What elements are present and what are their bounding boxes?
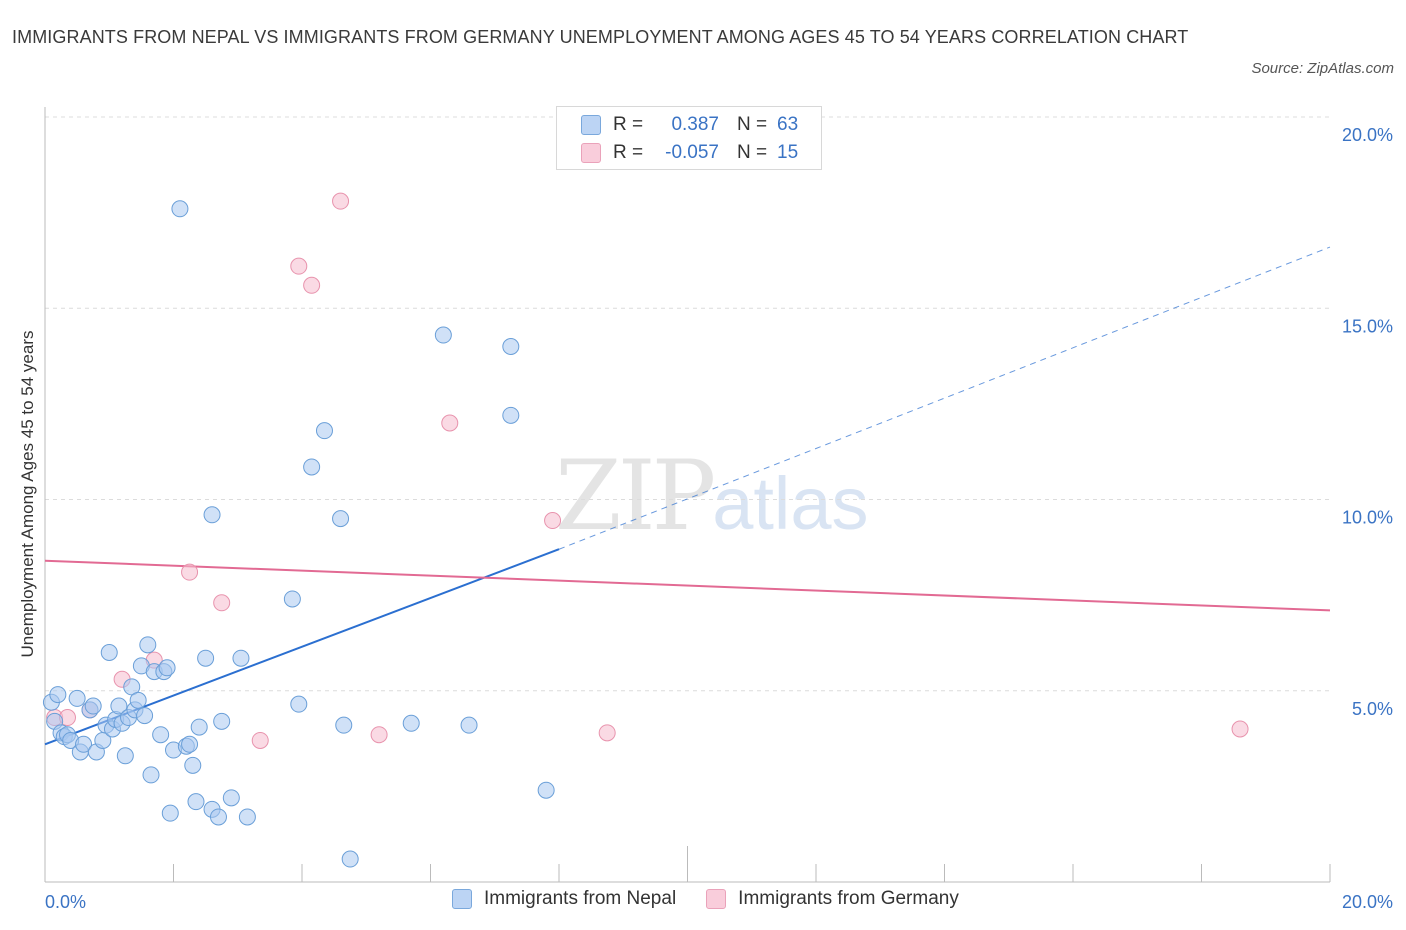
chart-title: IMMIGRANTS FROM NEPAL VS IMMIGRANTS FROM… — [12, 27, 1189, 47]
germany-point — [370, 726, 388, 744]
nepal-point — [190, 718, 208, 736]
germany-point — [213, 594, 231, 612]
germany-point — [251, 731, 269, 749]
nepal-point — [341, 850, 359, 868]
nepal-point — [537, 781, 555, 799]
legend-item-germany: Immigrants from Germany — [706, 888, 959, 910]
n-value: 15 — [777, 142, 799, 163]
nepal-point — [184, 756, 202, 774]
nepal-swatch — [452, 889, 472, 909]
nepal-point — [303, 458, 321, 476]
nepal-point — [502, 406, 520, 424]
germany-swatch — [581, 143, 601, 163]
nepal-point — [100, 644, 118, 661]
nepal-point — [315, 422, 333, 440]
nepal-point — [332, 510, 350, 528]
x-tick-label: 0.0% — [45, 892, 86, 912]
n-label: N = — [737, 114, 768, 135]
nepal-point — [222, 789, 240, 807]
nepal-point — [142, 766, 160, 784]
legend-label-germany: Immigrants from Germany — [738, 888, 959, 909]
nepal-point — [203, 506, 221, 524]
nepal-point — [171, 200, 189, 218]
nepal-point — [49, 686, 67, 704]
nepal-point — [136, 707, 154, 725]
n-label: N = — [737, 142, 768, 163]
legend-item-nepal: Immigrants from Nepal — [452, 888, 676, 910]
nepal-point — [158, 659, 176, 677]
nepal-point — [139, 636, 157, 654]
r-label: R = — [613, 142, 644, 163]
nepal-point — [197, 649, 215, 667]
nepal-point — [152, 726, 170, 744]
nepal-point — [213, 712, 231, 730]
nepal-point — [116, 747, 134, 765]
nepal-point — [161, 804, 179, 822]
nepal-point — [290, 695, 308, 713]
y-tick-label: 15.0% — [1342, 316, 1393, 336]
tick-labels: 5.0% 10.0% 15.0% 20.0% 0.0% 20.0% — [45, 125, 1393, 912]
germany-point — [441, 414, 459, 432]
germany-point — [598, 724, 616, 742]
correlation-legend: R = 0.387 N = 63 R = -0.057 N = 15 — [556, 106, 822, 170]
trend-lines — [44, 246, 1331, 746]
nepal-point — [68, 689, 86, 707]
y-tick-label: 20.0% — [1342, 125, 1393, 145]
legend-label-nepal: Immigrants from Nepal — [484, 888, 677, 909]
gridlines — [45, 116, 1330, 692]
germany-point — [290, 257, 308, 275]
nepal-point — [238, 808, 256, 826]
germany-point — [544, 512, 562, 530]
n-value: 63 — [777, 114, 799, 135]
series-legend: Immigrants from Nepal Immigrants from Ge… — [452, 888, 989, 910]
watermark-zip: ZIP — [555, 440, 716, 552]
axes — [44, 107, 1331, 883]
y-tick-label: 10.0% — [1342, 508, 1393, 528]
germany-swatch — [706, 889, 727, 909]
nepal-point — [434, 326, 452, 344]
nepal-point — [402, 714, 420, 732]
r-value: 0.387 — [671, 114, 719, 135]
data-points — [42, 192, 1249, 868]
nepal-point — [209, 808, 227, 826]
germany-point — [1231, 720, 1249, 738]
r-value: -0.057 — [665, 142, 719, 163]
nepal-point — [502, 338, 520, 355]
nepal-trend-extension — [558, 246, 1331, 550]
watermark-atlas: atlas — [712, 462, 869, 545]
source-note: Source: ZipAtlas.com — [1251, 60, 1394, 77]
r-label: R = — [613, 114, 644, 135]
y-tick-label: 5.0% — [1352, 699, 1393, 719]
y-axis-label: Unemployment Among Ages 45 to 54 years — [18, 330, 37, 658]
germany-point — [332, 192, 350, 210]
nepal-point — [187, 793, 205, 811]
nepal-point — [84, 697, 102, 715]
nepal-point — [283, 590, 301, 608]
nepal-point — [232, 649, 250, 667]
x-tick-label: 20.0% — [1342, 892, 1393, 912]
germany-trend-line — [44, 559, 1331, 612]
germany-point — [303, 276, 321, 294]
watermark: ZIPatlas — [555, 440, 869, 552]
legend-row-germany: R = -0.057 N = 15 — [581, 139, 798, 167]
nepal-point — [460, 716, 478, 734]
nepal-point — [129, 691, 147, 709]
germany-point — [181, 563, 199, 581]
nepal-point — [335, 716, 353, 734]
nepal-point — [110, 697, 128, 715]
nepal-swatch — [581, 115, 601, 135]
legend-row-nepal: R = 0.387 N = 63 — [581, 111, 798, 139]
nepal-point — [75, 735, 93, 753]
nepal-point — [181, 735, 199, 753]
